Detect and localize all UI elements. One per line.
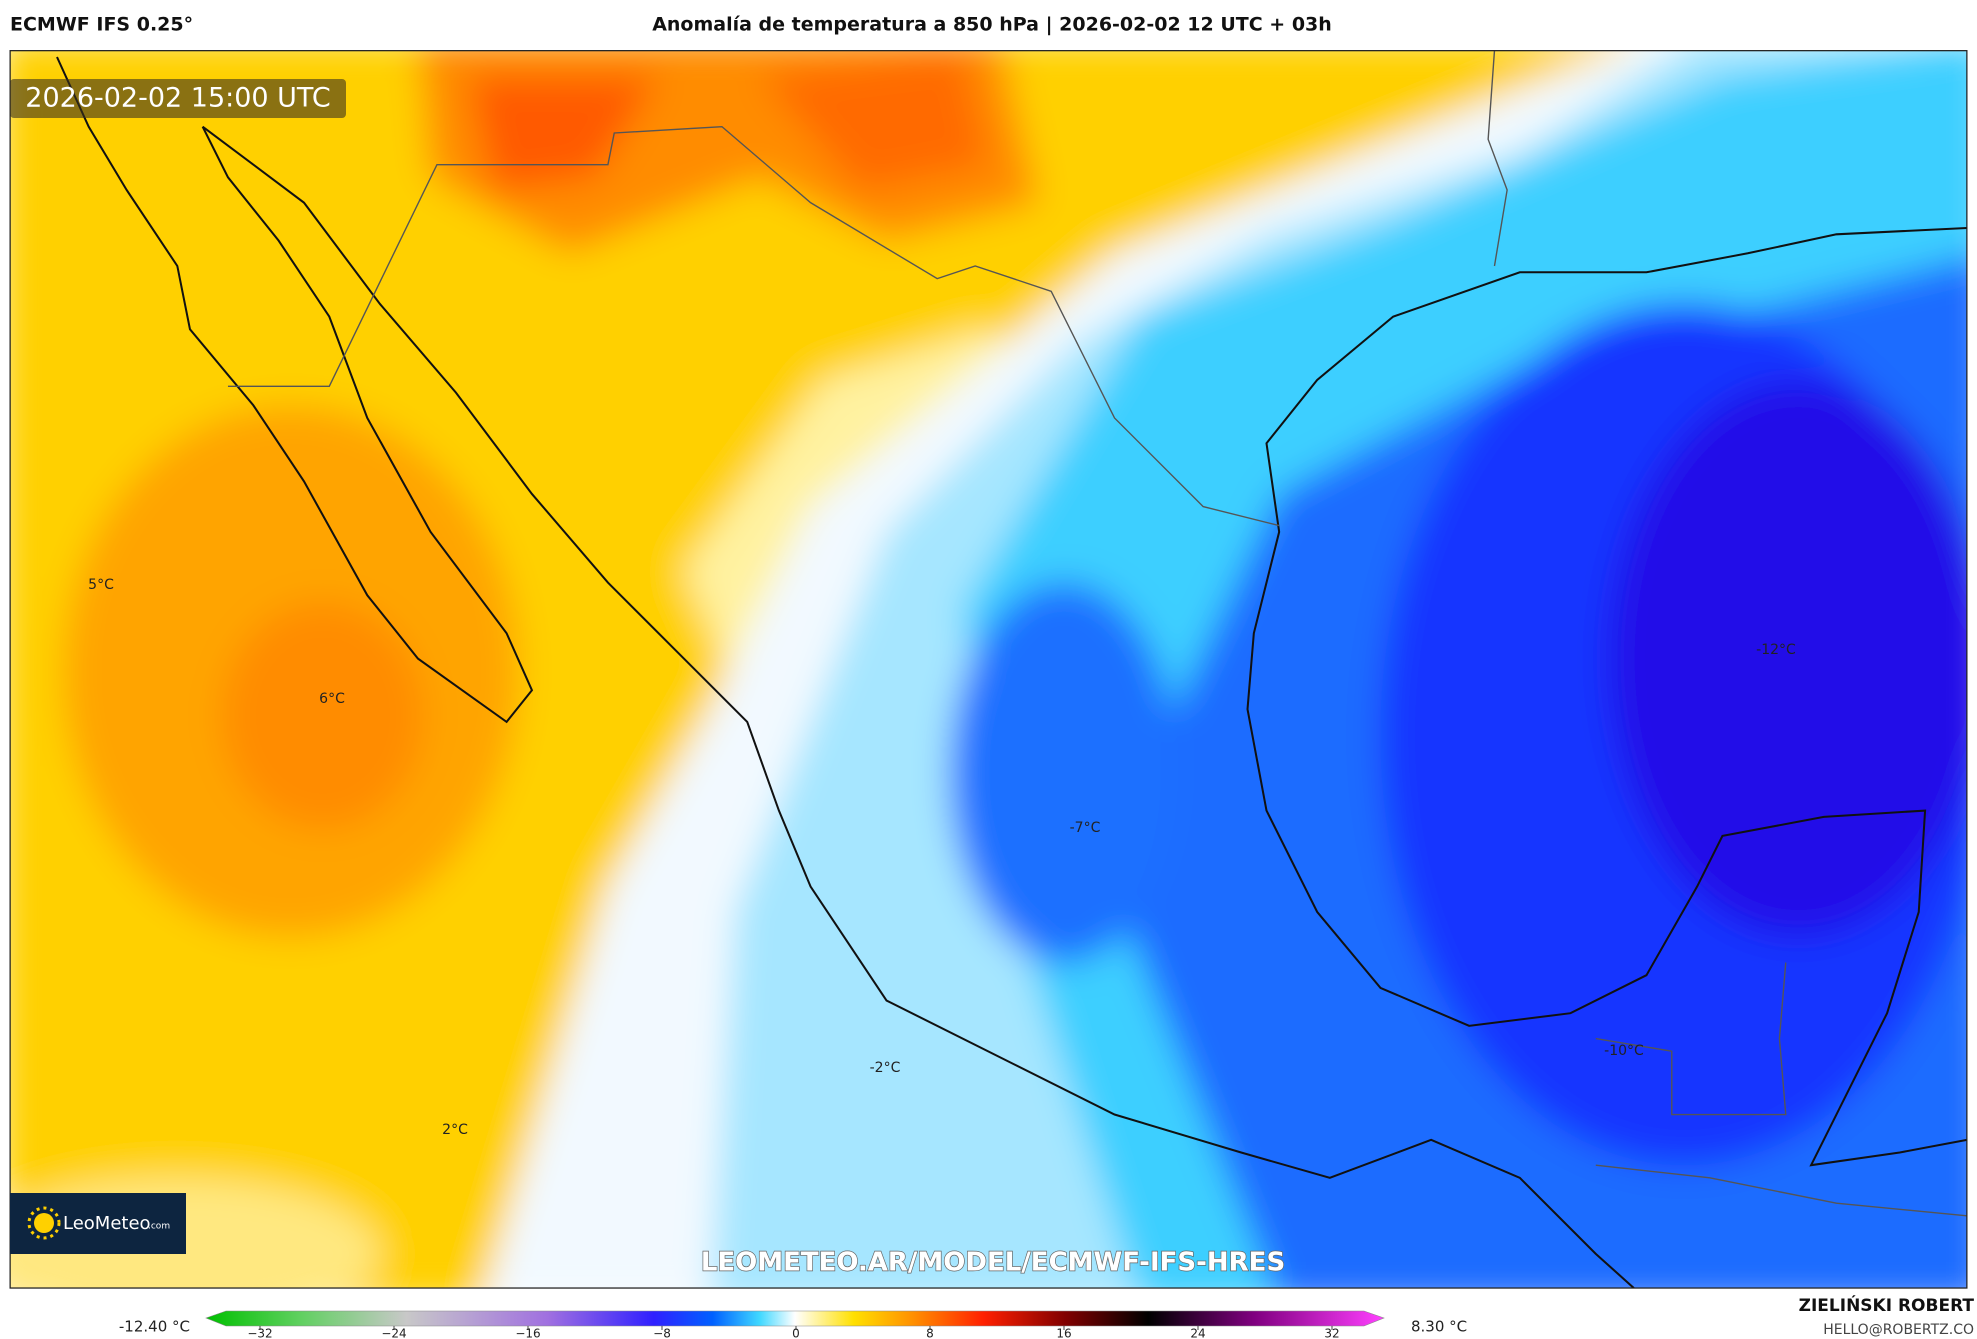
logo-suffix: .com bbox=[148, 1222, 170, 1232]
map-label: -10°C bbox=[1604, 1043, 1644, 1059]
map-label: -12°C bbox=[1756, 642, 1796, 658]
colorbar-tick-label: 16 bbox=[1056, 1327, 1071, 1339]
colorbar-tick-label: −24 bbox=[381, 1327, 406, 1339]
watermark: LEOMETEO.AR/MODEL/ECMWF-IFS-HRES bbox=[701, 1248, 1285, 1278]
valid-time: 2026-02-02 15:00 UTC bbox=[25, 83, 330, 114]
map-label: 5°C bbox=[88, 577, 114, 593]
author: ZIELIŃSKI ROBERT bbox=[1799, 1294, 1975, 1316]
colorbar-min: -12.40 °C bbox=[119, 1318, 190, 1336]
title: Anomalía de temperatura a 850 hPa | 2026… bbox=[652, 14, 1332, 36]
map-label: 2°C bbox=[442, 1122, 468, 1138]
logo-name: LeoMeteo bbox=[63, 1213, 151, 1234]
map-label: 6°C bbox=[319, 691, 345, 707]
colorbar-tick-label: 32 bbox=[1324, 1327, 1339, 1339]
colorbar-tick-label: −8 bbox=[653, 1327, 671, 1339]
colorbar-tick-label: 24 bbox=[1190, 1327, 1205, 1339]
colorbar-tick-label: −16 bbox=[515, 1327, 540, 1339]
map-label: -2°C bbox=[870, 1060, 901, 1076]
colorbar-max: 8.30 °C bbox=[1411, 1318, 1467, 1336]
colorbar-tick-label: 0 bbox=[792, 1327, 800, 1339]
map-label: -7°C bbox=[1070, 820, 1101, 836]
email: HELLO@ROBERTZ.CO bbox=[1823, 1322, 1974, 1338]
valid-time-box: 2026-02-02 15:00 UTC bbox=[10, 79, 346, 118]
logo: LeoMeteo .com bbox=[10, 1193, 186, 1254]
colorbar-tick-label: 8 bbox=[926, 1327, 934, 1339]
colorbar bbox=[205, 1310, 1385, 1327]
colorbar-tick-label: −32 bbox=[247, 1327, 272, 1339]
model-label: ECMWF IFS 0.25° bbox=[10, 14, 193, 36]
map bbox=[9, 50, 1968, 1289]
